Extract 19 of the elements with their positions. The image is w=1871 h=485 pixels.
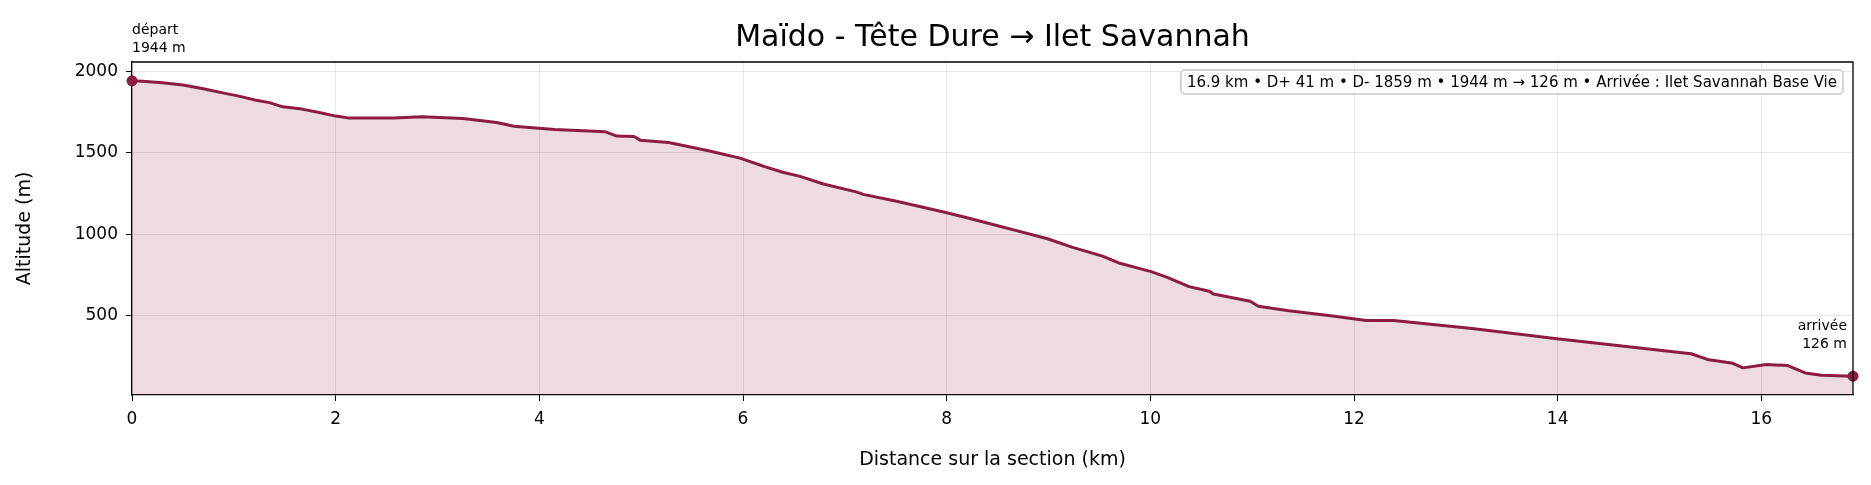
x-tick-label: 2 xyxy=(330,407,342,428)
y-tick-label: 1000 xyxy=(74,222,118,243)
x-tick-label: 0 xyxy=(126,407,138,428)
x-tick-label: 8 xyxy=(941,407,953,428)
x-axis-title: Distance sur la section (km) xyxy=(859,446,1126,469)
y-axis-title: Altitude (m) xyxy=(12,171,35,286)
x-tick-label: 12 xyxy=(1343,407,1365,428)
y-tick-label: 500 xyxy=(85,303,118,324)
x-tick-label: 14 xyxy=(1546,407,1569,428)
annotation: 16.9 km • D+ 41 m • D- 1859 m • 1944 m → 126 m • Arrivée : Ilet Savannah Base Vie xyxy=(1186,72,1838,91)
annotation: arrivée 126 m xyxy=(1797,316,1847,351)
x-tick-label: 6 xyxy=(737,407,749,428)
chart-title: Maïdo - Tête Dure → Ilet Savannah xyxy=(735,17,1250,53)
x-tick-label: 4 xyxy=(533,407,545,428)
y-tick-label: 2000 xyxy=(74,60,118,81)
y-tick-label: 1500 xyxy=(74,141,118,162)
annotation: départ 1944 m xyxy=(132,21,186,56)
x-tick-label: 16 xyxy=(1750,407,1773,428)
x-tick-label: 10 xyxy=(1139,407,1162,428)
